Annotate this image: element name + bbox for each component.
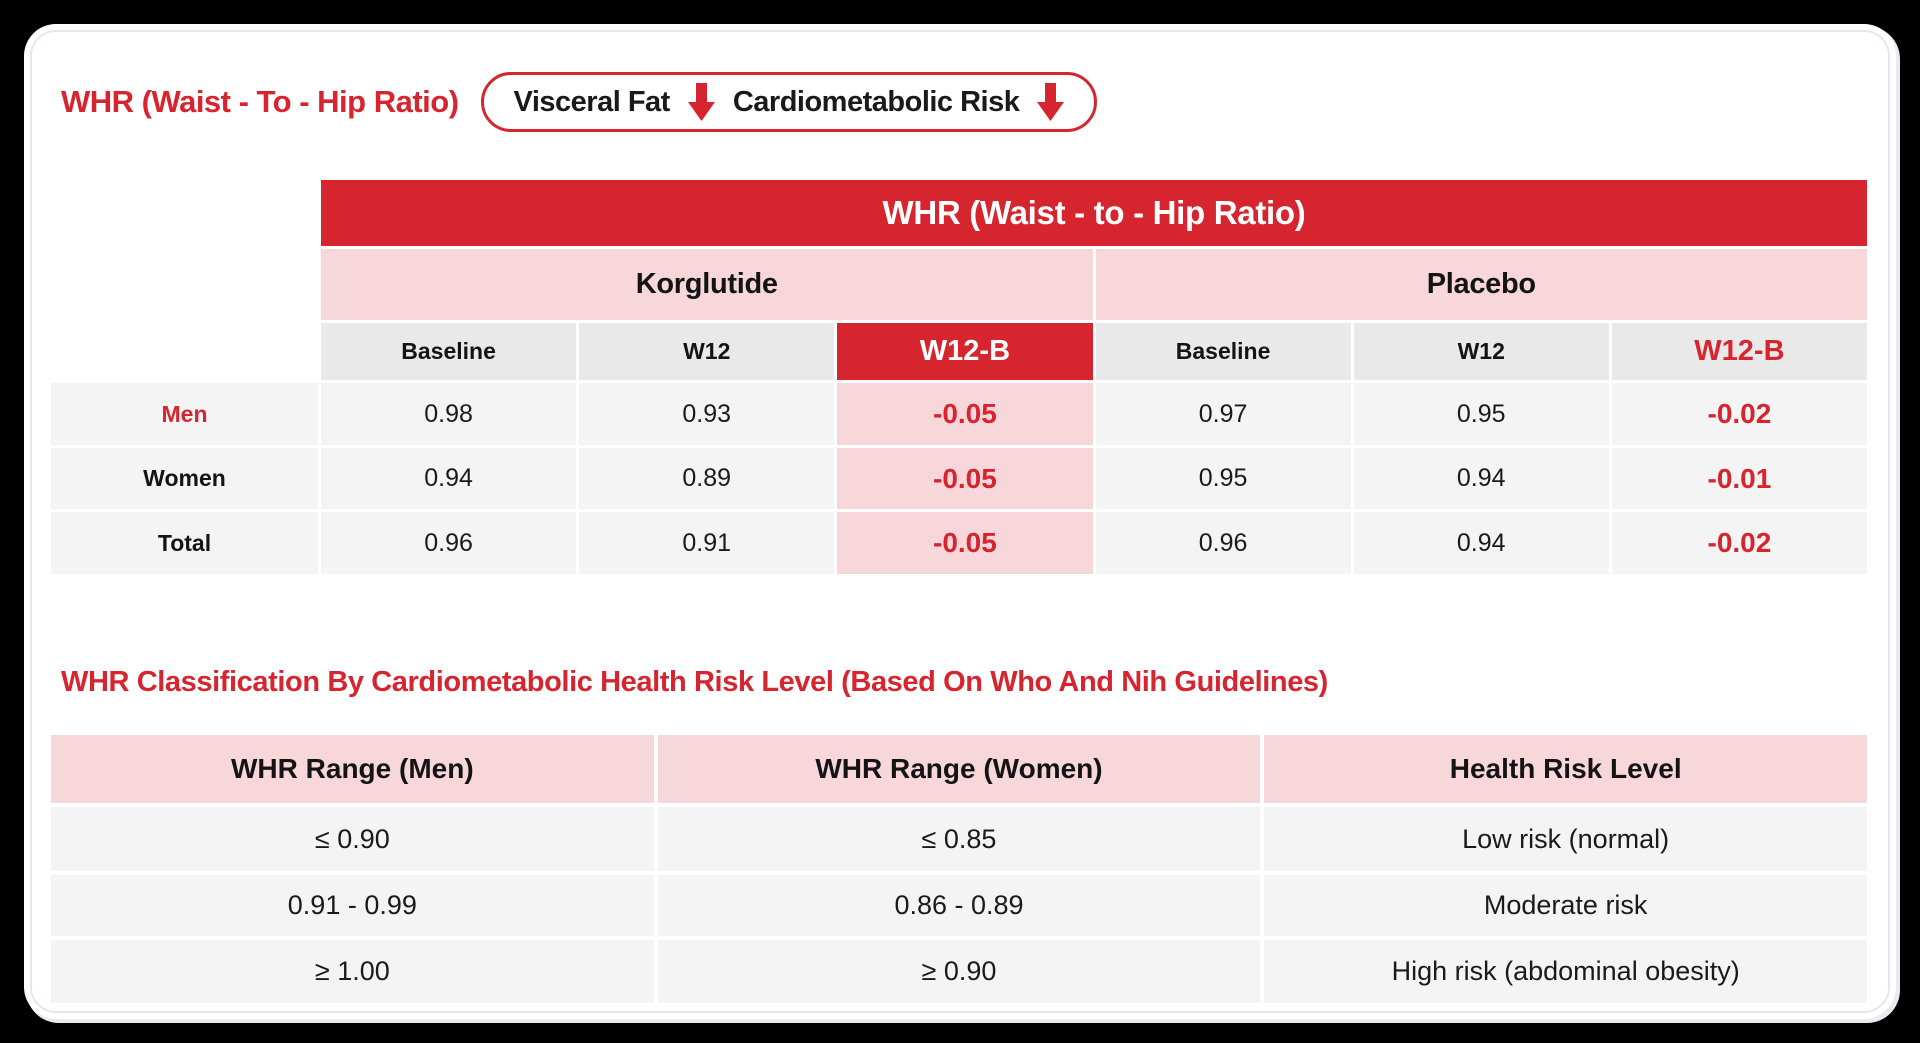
men-placebo-baseline: 0.97 [1095,383,1351,445]
class-moderate-women: 0.86 - 0.89 [657,875,1261,936]
men-korglutide-w12b: -0.05 [837,383,1093,445]
col-header-korglutide-baseline: Baseline [321,323,577,380]
table-corner-spacer [51,180,318,246]
badge-label-cardiometabolic-risk: Cardiometabolic Risk [732,85,1020,118]
women-korglutide-w12: 0.89 [579,448,835,509]
total-placebo-w12b: -0.02 [1611,512,1867,574]
classification-section-title: WHR Classification By Cardiometabolic He… [61,666,1328,698]
badge-label-visceral-fat: Visceral Fat [513,85,671,118]
class-moderate-men: 0.91 - 0.99 [51,875,654,936]
women-korglutide-baseline: 0.94 [321,448,577,509]
down-arrow-icon [1037,82,1065,122]
whr-results-table: WHR (Waist - to - Hip Ratio) Korglutide … [51,180,1867,574]
total-korglutide-w12: 0.91 [579,512,835,574]
row-label-women: Women [51,448,318,509]
col-header-placebo-w12b: W12-B [1611,323,1867,380]
page-title: WHR (Waist - To - Hip Ratio) [61,84,459,119]
row-label-men: Men [51,383,318,445]
col-header-placebo-baseline: Baseline [1095,323,1351,380]
class-high-men: ≥ 1.00 [51,940,654,1003]
women-placebo-w12: 0.94 [1353,448,1609,509]
women-placebo-w12b: -0.01 [1611,448,1867,509]
down-arrow-icon [687,82,715,122]
women-korglutide-w12b: -0.05 [837,448,1093,509]
men-korglutide-baseline: 0.98 [321,383,577,445]
row-label-total: Total [51,512,318,574]
class-low-women: ≤ 0.85 [657,807,1261,871]
class-low-risk: Low risk (normal) [1264,807,1867,871]
total-placebo-w12: 0.94 [1353,512,1609,574]
total-korglutide-w12b: -0.05 [837,512,1093,574]
highlight-badge: Visceral Fat Cardiometabolic Risk [480,72,1098,132]
class-moderate-risk: Moderate risk [1264,875,1867,936]
group-header-placebo: Placebo [1095,249,1867,320]
class-high-women: ≥ 0.90 [657,940,1261,1003]
content-card: WHR (Waist - To - Hip Ratio) Visceral Fa… [30,30,1890,1013]
class-header-men: WHR Range (Men) [51,735,654,803]
header-row: WHR (Waist - To - Hip Ratio) Visceral Fa… [61,72,1864,132]
group-header-korglutide: Korglutide [321,249,1093,320]
women-placebo-baseline: 0.95 [1095,448,1351,509]
men-korglutide-w12: 0.93 [579,383,835,445]
total-korglutide-baseline: 0.96 [321,512,577,574]
men-placebo-w12b: -0.02 [1611,383,1867,445]
whr-classification-table: WHR Range (Men) WHR Range (Women) Health… [51,735,1867,1003]
whr-table-title: WHR (Waist - to - Hip Ratio) [321,180,1867,246]
men-placebo-w12: 0.95 [1353,383,1609,445]
class-header-risk: Health Risk Level [1264,735,1867,803]
class-low-men: ≤ 0.90 [51,807,654,871]
total-placebo-baseline: 0.96 [1095,512,1351,574]
class-high-risk: High risk (abdominal obesity) [1264,940,1867,1003]
class-header-women: WHR Range (Women) [657,735,1261,803]
col-header-placebo-w12: W12 [1353,323,1609,380]
col-header-korglutide-w12: W12 [579,323,835,380]
col-header-korglutide-w12b: W12-B [837,323,1093,380]
